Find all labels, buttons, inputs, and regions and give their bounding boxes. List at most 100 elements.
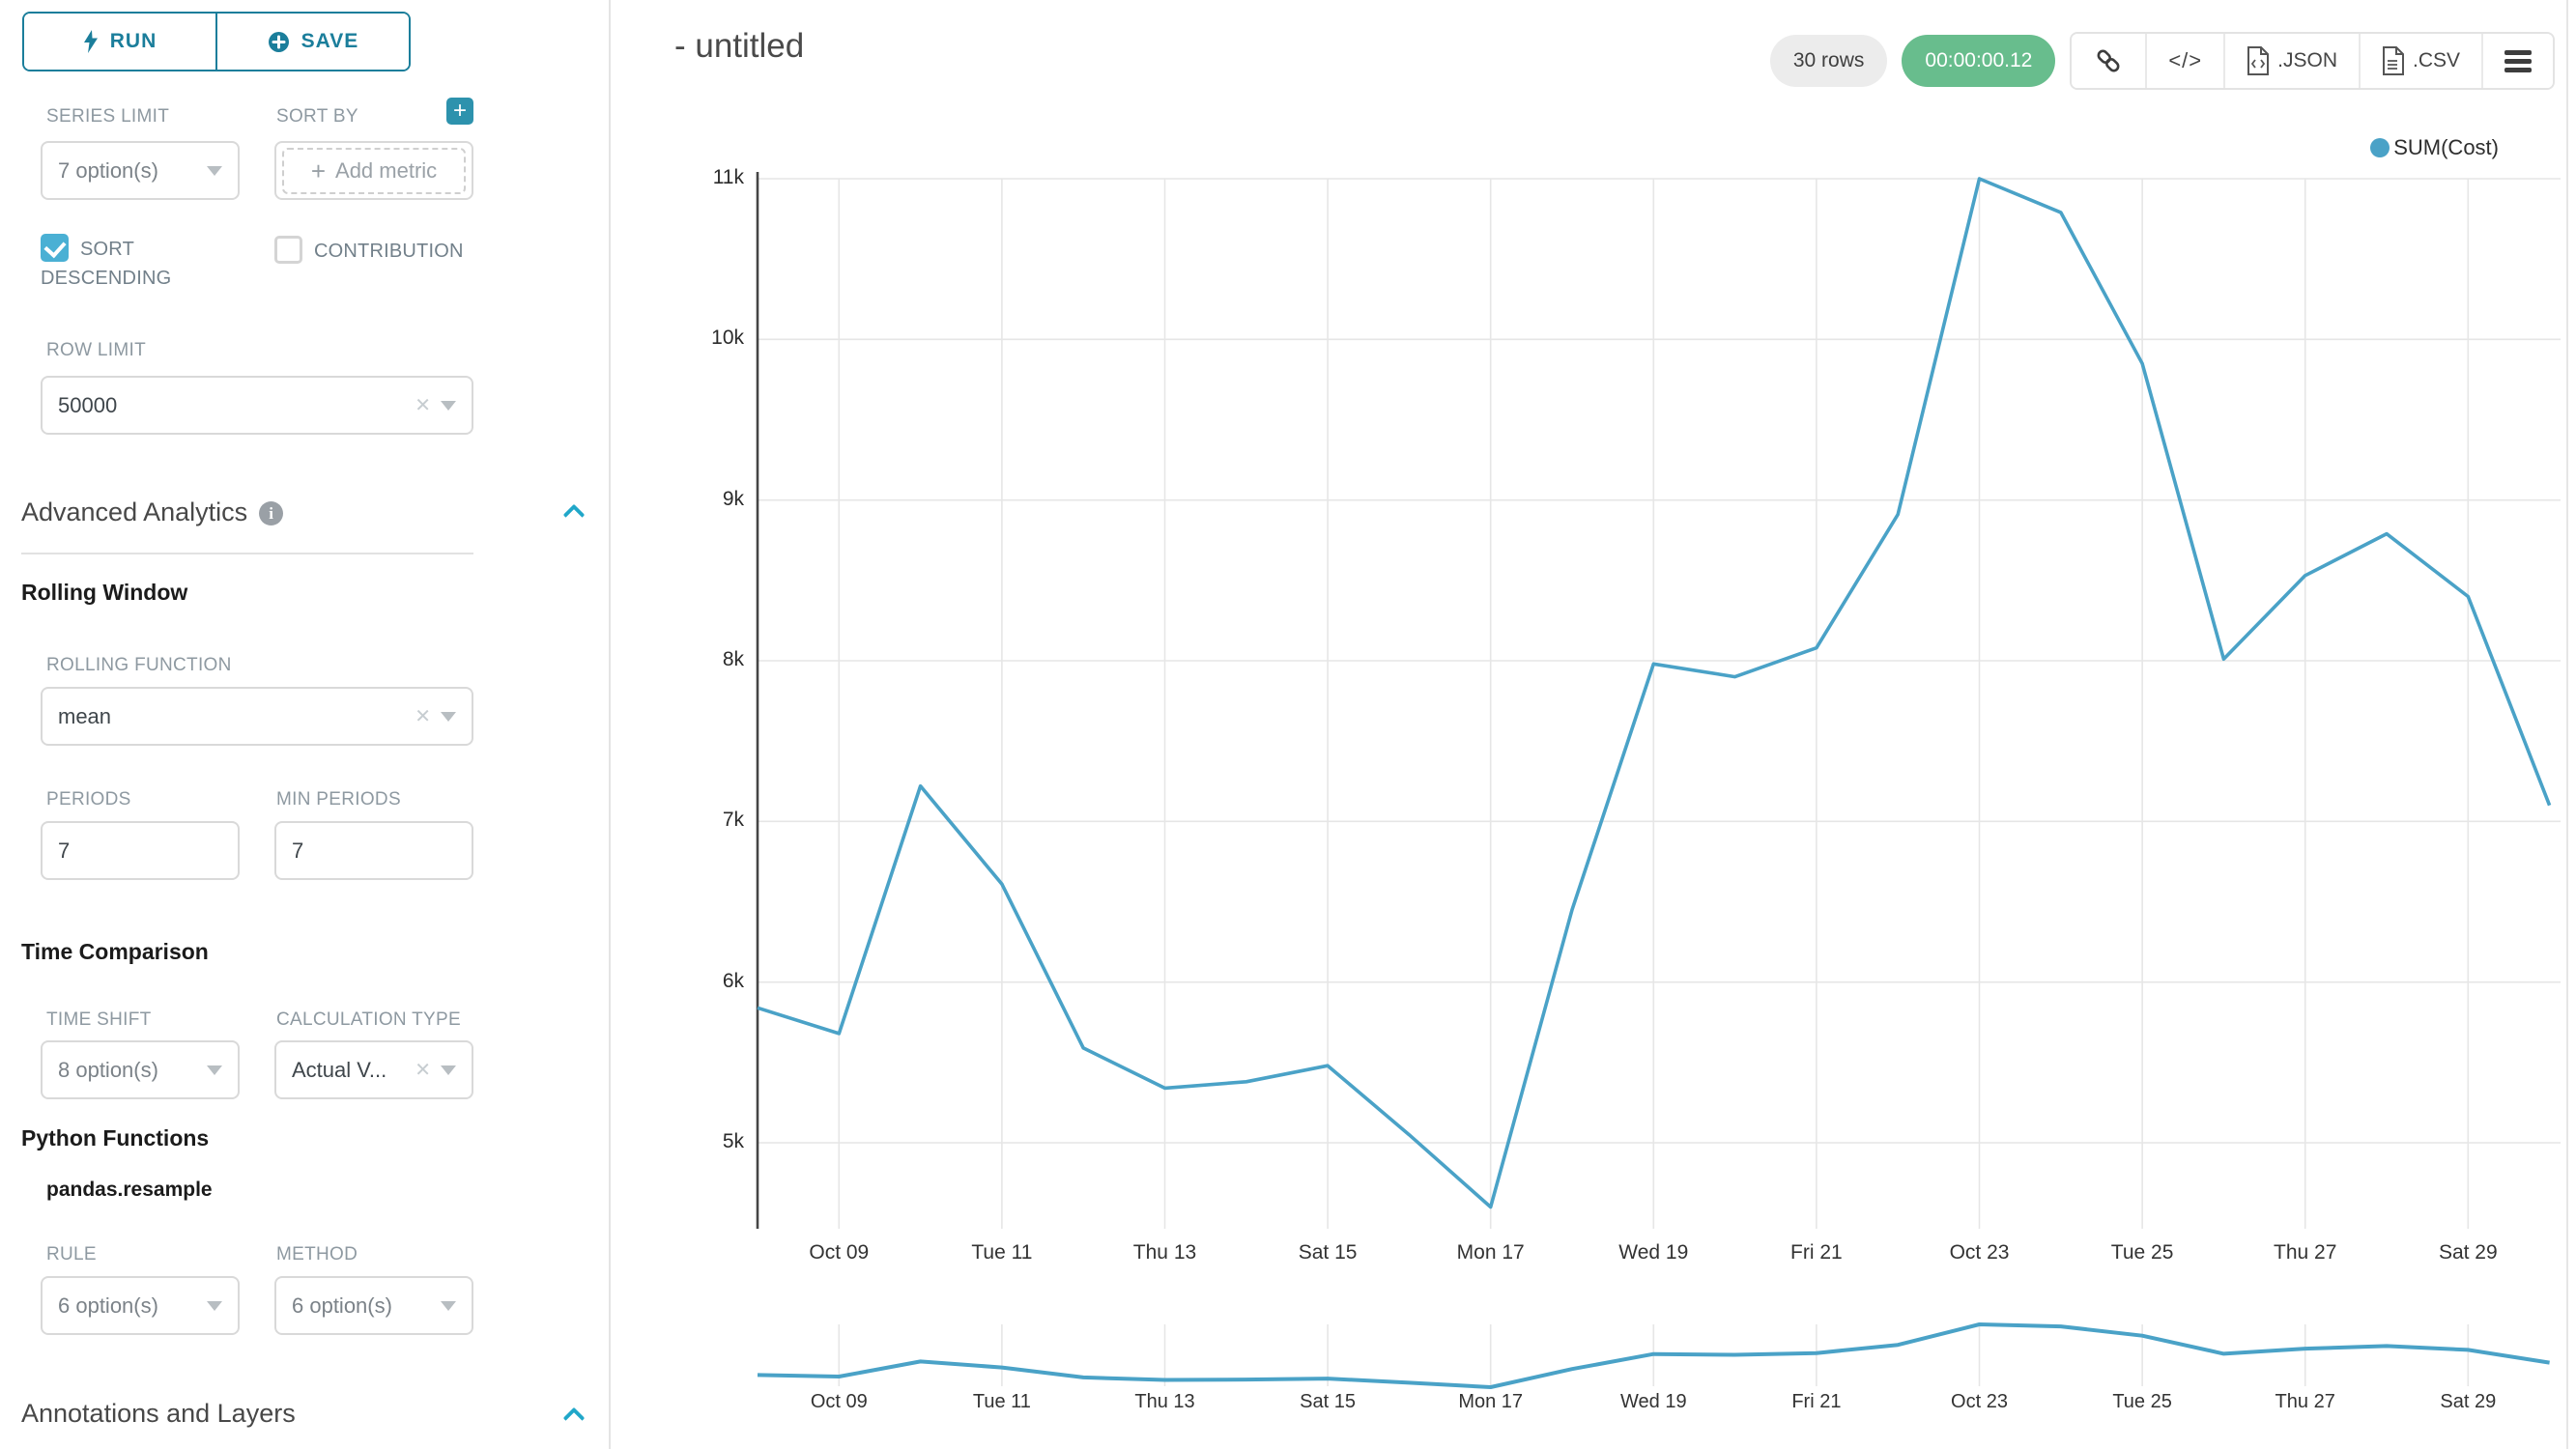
code-icon: </> [2168, 48, 2203, 72]
x-tick-label: Sat 29 [2438, 1241, 2498, 1264]
rule-value: 6 option(s) [58, 1293, 158, 1318]
control-panel: RUN SAVE SERIES LIMIT SORT BY 7 option(s… [0, 0, 611, 1449]
clear-icon[interactable] [407, 1058, 431, 1082]
chevron-down-icon [207, 1300, 222, 1311]
series-limit-select[interactable]: 7 option(s) [41, 141, 240, 200]
chevron-down-icon [207, 1065, 222, 1075]
minimap-tick-label: Oct 23 [1951, 1391, 2008, 1412]
link-icon [2097, 49, 2120, 72]
plus-circle-icon [268, 31, 289, 52]
add-sort-metric-button[interactable] [446, 98, 473, 125]
x-tick-label: Thu 13 [1132, 1241, 1197, 1264]
minimap-tick-label: Tue 25 [2112, 1391, 2172, 1412]
y-tick-label: 7k [722, 809, 744, 832]
contribution-checkbox[interactable]: CONTRIBUTION [274, 236, 593, 266]
annotations-layers-header[interactable]: Annotations and Layers [21, 1399, 580, 1429]
periods-value: 7 [58, 838, 71, 863]
json-file-icon [2247, 46, 2270, 75]
minimap-line[interactable] [757, 1322, 2550, 1389]
time-shift-select[interactable]: 8 option(s) [41, 1040, 240, 1099]
row-limit-value: 50000 [58, 392, 118, 417]
query-timer-badge: 00:00:00.12 [1902, 35, 2056, 87]
y-tick-label: 6k [722, 969, 744, 992]
checkbox-empty-icon [274, 236, 302, 265]
clear-icon[interactable] [407, 704, 431, 728]
sort-descending-checkbox[interactable]: SORT DESCENDING [41, 234, 219, 293]
minimap-tick-label: Mon 17 [1458, 1391, 1524, 1412]
chevron-down-icon [441, 711, 456, 722]
minimap-tick-label: Oct 09 [810, 1391, 868, 1412]
x-tick-label: Fri 21 [1790, 1241, 1843, 1264]
calculation-type-label: CALCULATION TYPE [276, 1009, 461, 1030]
chevron-down-icon [441, 400, 456, 411]
x-tick-label: Mon 17 [1456, 1241, 1525, 1264]
chart-title[interactable]: - untitled [674, 27, 805, 65]
save-button[interactable]: SAVE [217, 14, 409, 70]
method-select[interactable]: 6 option(s) [274, 1276, 473, 1335]
lightning-icon [83, 30, 98, 53]
save-label: SAVE [301, 30, 359, 52]
hamburger-icon [2504, 49, 2532, 55]
rule-select[interactable]: 6 option(s) [41, 1276, 240, 1335]
json-label: .JSON [2277, 49, 2337, 71]
advanced-analytics-header[interactable]: Advanced Analytics [21, 497, 580, 527]
y-tick-label: 8k [722, 648, 744, 670]
method-value: 6 option(s) [292, 1293, 392, 1318]
sort-by-label: SORT BY [276, 106, 358, 127]
advanced-analytics-title: Advanced Analytics [21, 497, 248, 526]
series-limit-value: 7 option(s) [58, 157, 158, 183]
y-tick-label: 10k [711, 327, 744, 350]
minimap-tick-label: Sat 29 [2440, 1391, 2497, 1412]
chevron-down-icon [441, 1300, 456, 1311]
x-tick-label: Sat 15 [1298, 1241, 1358, 1264]
add-metric-dropzone[interactable]: Add metric [282, 147, 466, 194]
python-functions-title: Python Functions [21, 1125, 210, 1151]
embed-code-button[interactable]: </> [2147, 34, 2226, 88]
sort-by-select[interactable]: Add metric [274, 141, 473, 200]
menu-button[interactable] [2483, 34, 2553, 88]
run-label: RUN [109, 30, 157, 52]
contribution-label: CONTRIBUTION [314, 241, 464, 262]
export-json-button[interactable]: .JSON [2225, 34, 2361, 88]
min-periods-input[interactable]: 7 [274, 821, 473, 880]
min-periods-label: MIN PERIODS [276, 789, 401, 810]
chevron-up-icon[interactable] [566, 503, 582, 519]
rolling-function-value: mean [58, 703, 112, 728]
x-tick-label: Tue 11 [971, 1241, 1033, 1264]
clear-icon[interactable] [407, 393, 431, 417]
csv-file-icon [2382, 46, 2404, 75]
chart-area: - untitled 30 rows 00:00:00.12 </> .JSON… [611, 0, 2576, 1449]
series-limit-label: SERIES LIMIT [46, 106, 170, 127]
row-limit-select[interactable]: 50000 [41, 376, 473, 435]
chevron-down-icon [441, 1065, 456, 1075]
export-toolbar: </> .JSON .CSV [2070, 32, 2555, 90]
line-chart[interactable] [756, 145, 2562, 1232]
x-tick-label: Thu 27 [2273, 1241, 2337, 1264]
run-button[interactable]: RUN [24, 14, 217, 70]
rolling-function-select[interactable]: mean [41, 687, 473, 746]
periods-input[interactable]: 7 [41, 821, 240, 880]
csv-label: .CSV [2412, 49, 2460, 71]
time-comparison-title: Time Comparison [21, 939, 209, 964]
rolling-function-label: ROLLING FUNCTION [46, 655, 232, 675]
export-csv-button[interactable]: .CSV [2360, 34, 2483, 88]
method-label: METHOD [276, 1244, 358, 1264]
legend-dot-icon [2370, 138, 2390, 157]
minimap-chart[interactable] [756, 1319, 2562, 1391]
calculation-type-select[interactable]: Actual V... [274, 1040, 473, 1099]
x-tick-label: Oct 23 [1949, 1241, 2010, 1264]
copy-link-button[interactable] [2072, 34, 2148, 88]
add-metric-placeholder: Add metric [335, 157, 438, 183]
chevron-up-icon[interactable] [566, 1406, 582, 1422]
cost-line[interactable] [757, 177, 2552, 1209]
legend-item[interactable]: SUM(Cost) [2370, 135, 2499, 160]
annotations-layers-title: Annotations and Layers [21, 1399, 296, 1428]
minimap-tick-label: Fri 21 [1791, 1391, 1842, 1412]
minimap-tick-label: Wed 19 [1620, 1391, 1687, 1412]
info-icon [259, 501, 284, 526]
y-tick-label: 9k [722, 487, 744, 510]
query-status-bar: 30 rows 00:00:00.12 </> .JSON .CSV [1769, 32, 2555, 90]
minimap-tick-label: Thu 13 [1134, 1391, 1195, 1412]
min-periods-value: 7 [292, 838, 304, 863]
